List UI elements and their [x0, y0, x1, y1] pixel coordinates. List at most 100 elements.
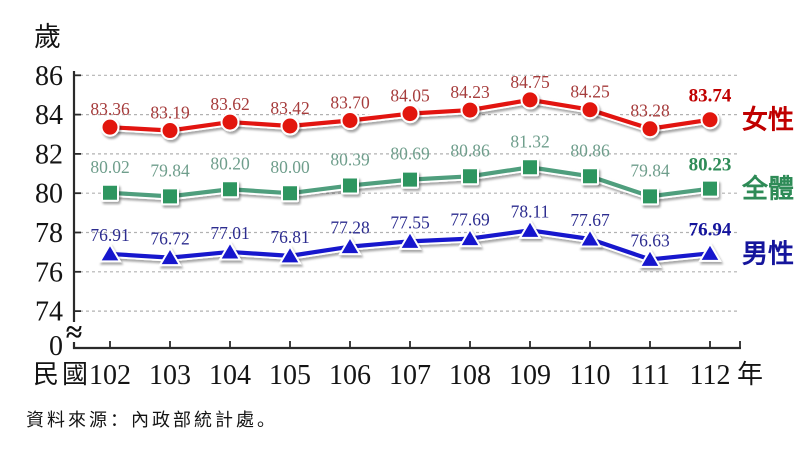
全體-value-label-112: 80.23 [689, 155, 732, 176]
x-axis-label-107: 107 [389, 360, 431, 391]
女性-value-label-102: 83.36 [90, 99, 130, 119]
y-axis-label-82: 82 [35, 139, 63, 170]
x-axis-label-108: 108 [449, 360, 491, 391]
y-axis-label-76: 76 [35, 257, 63, 288]
series-name-label-女性: 女性 [742, 105, 794, 135]
x-axis-label-105: 105 [269, 360, 311, 391]
男性-marker-110 [578, 227, 602, 248]
y-axis-label-84: 84 [35, 100, 63, 131]
全體-value-label-105: 80.00 [270, 157, 310, 177]
y-axis-unit-label: 歲 [34, 22, 61, 52]
x-axis-era-prefix-label: 民國 [33, 360, 92, 389]
x-axis-label-111: 111 [630, 360, 670, 391]
女性-marker-104 [220, 112, 240, 132]
男性-marker-111 [638, 247, 662, 268]
x-axis-label-104: 104 [209, 360, 251, 391]
y-axis-labels: 86 84 82 80 78 76 740 [35, 61, 63, 362]
y-axis-label-74: 74 [35, 297, 63, 328]
女性-marker-102 [100, 117, 120, 137]
男性-marker-108 [458, 227, 482, 248]
女性-marker-106 [340, 110, 360, 130]
男性-value-label-110: 77.67 [570, 210, 610, 230]
全體-value-label-102: 80.02 [90, 157, 129, 177]
全體-marker-105 [281, 184, 299, 203]
男性-value-label-106: 77.28 [330, 218, 370, 238]
全體-marker-110 [581, 167, 599, 186]
男性-marker-112 [698, 241, 722, 262]
男性-marker-106 [338, 235, 362, 256]
series-name-label-全體: 全體 [741, 174, 794, 204]
全體-marker-102 [101, 183, 119, 202]
男性-marker-105 [278, 244, 302, 265]
y-axis-label-86: 86 [35, 61, 63, 92]
axis-break-symbol: ≈ [66, 316, 82, 349]
男性-value-label-109: 78.11 [511, 201, 550, 221]
全體-value-label-106: 80.39 [330, 150, 370, 170]
全體-marker-103 [161, 187, 179, 206]
女性-marker-111 [640, 119, 660, 139]
女性-value-label-108: 84.23 [450, 82, 490, 102]
全體-value-label-107: 80.69 [390, 144, 430, 164]
女性-marker-103 [160, 121, 180, 141]
y-axis-label-78: 78 [35, 218, 63, 249]
男性-value-label-107: 77.55 [390, 212, 430, 232]
x-axis-labels: 102 103 104 105 106 107 108 109 110 111 112 [89, 360, 730, 391]
全體-marker-109 [521, 158, 539, 177]
x-axis-year-suffix-label: 年 [737, 360, 764, 389]
全體-value-label-104: 80.20 [210, 153, 250, 173]
男性-value-label-104: 77.01 [210, 223, 249, 243]
全體-marker-107 [401, 170, 419, 189]
y-axis-label-80: 80 [35, 179, 63, 210]
全體-marker-111 [641, 187, 659, 206]
女性-value-label-112: 83.74 [689, 86, 732, 107]
series-女性: 83.36 83.19 83.62 83.42 83.70 84.05 84.23 84.75… [90, 72, 794, 141]
source-note: 資料來源：內政部統計處。 [26, 410, 278, 430]
女性-value-label-105: 83.42 [270, 98, 309, 118]
男性-value-label-105: 76.81 [270, 227, 309, 247]
女性-value-label-111: 83.28 [630, 101, 670, 121]
series-name-label-男性: 男性 [742, 239, 794, 268]
x-axis-label-106: 106 [329, 360, 371, 391]
x-axis-label-110: 110 [570, 360, 611, 391]
女性-marker-107 [400, 104, 420, 124]
x-axis-label-112: 112 [690, 360, 731, 391]
女性-marker-105 [280, 116, 300, 136]
男性-marker-103 [158, 246, 182, 267]
全體-value-label-109: 81.32 [510, 131, 549, 151]
全體-marker-108 [461, 167, 479, 186]
男性-marker-104 [218, 240, 242, 261]
series-全體: 80.02 79.84 80.20 80.00 80.39 80.69 80.86 81.32… [90, 131, 794, 206]
女性-marker-110 [580, 100, 600, 120]
男性-value-label-108: 77.69 [450, 210, 490, 230]
全體-value-label-108: 80.86 [450, 140, 490, 160]
女性-value-label-110: 84.25 [570, 82, 610, 102]
女性-value-label-104: 83.62 [210, 94, 249, 114]
女性-marker-108 [460, 100, 480, 120]
axes [72, 71, 741, 350]
series-男性: 76.91 76.72 77.01 76.81 77.28 77.55 77.69 78.11… [90, 201, 794, 268]
全體-value-label-111: 79.84 [630, 160, 670, 180]
男性-marker-109 [518, 218, 542, 239]
x-axis-label-109: 109 [509, 360, 551, 391]
女性-marker-112 [700, 110, 720, 130]
全體-value-label-103: 79.84 [150, 160, 190, 180]
女性-value-label-103: 83.19 [150, 103, 190, 123]
男性-value-label-112: 76.94 [689, 219, 732, 240]
女性-value-label-107: 84.05 [390, 86, 430, 106]
男性-marker-102 [98, 242, 122, 263]
全體-marker-104 [221, 180, 239, 199]
axis-break-mask [65, 322, 83, 342]
y-axis-label-zero: 0 [49, 331, 63, 362]
男性-value-label-111: 76.63 [630, 230, 670, 250]
女性-value-label-106: 83.70 [330, 92, 370, 112]
女性-value-label-109: 84.75 [510, 72, 550, 92]
全體-value-label-110: 80.86 [570, 140, 610, 160]
x-axis-label-103: 103 [149, 360, 191, 391]
女性-marker-109 [520, 90, 540, 110]
全體-marker-112 [701, 179, 719, 198]
全體-marker-106 [341, 176, 359, 195]
男性-value-label-102: 76.91 [90, 225, 129, 245]
男性-marker-107 [398, 229, 422, 250]
